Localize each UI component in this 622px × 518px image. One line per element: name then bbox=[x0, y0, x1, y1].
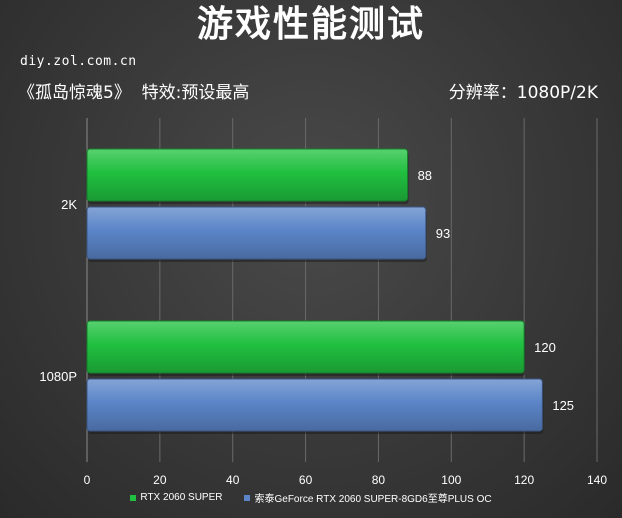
x-tick-label-4: 80 bbox=[372, 473, 386, 487]
resolution-setting: 分辨率：1080P/2K bbox=[448, 83, 598, 103]
game-and-effect: 《孤岛惊魂5》 特效:预设最高 bbox=[18, 78, 249, 103]
x-tick-label-6: 120 bbox=[514, 473, 534, 487]
data-label-1080P-series-1: 120 bbox=[534, 340, 556, 355]
legend-label-series-1: RTX 2060 SUPER bbox=[140, 492, 223, 503]
legend-swatch-green bbox=[130, 494, 137, 501]
game-name: 《孤岛惊魂5》 bbox=[18, 83, 131, 103]
category-label-0: 2K bbox=[61, 197, 77, 212]
chart-title: 游戏性能测试 bbox=[196, 4, 425, 45]
legend-label-series-2: 索泰GeForce RTX 2060 SUPER-8GD6至尊PLUS OC bbox=[254, 494, 492, 505]
data-label-2K-series-1: 88 bbox=[418, 168, 432, 183]
source-url: diy.zol.com.cn bbox=[20, 54, 137, 69]
data-label-1080P-series-2: 125 bbox=[552, 398, 574, 413]
legend-swatch-blue bbox=[244, 494, 251, 501]
bar-2K-series-2 bbox=[86, 206, 427, 260]
legend-item-series-2: 索泰GeForce RTX 2060 SUPER-8GD6至尊PLUS OC bbox=[244, 490, 492, 505]
x-tick-label-7: 140 bbox=[587, 473, 607, 487]
category-label-1: 1080P bbox=[39, 369, 77, 384]
bar-1080P-series-2 bbox=[86, 378, 543, 432]
effect-setting: 特效:预设最高 bbox=[141, 83, 250, 103]
legend-item-series-1: RTX 2060 SUPER bbox=[130, 490, 222, 505]
x-tick-label-3: 60 bbox=[299, 473, 313, 487]
data-label-2K-series-2: 93 bbox=[436, 226, 450, 241]
x-tick-label-1: 20 bbox=[153, 473, 167, 487]
legend: RTX 2060 SUPER 索泰GeForce RTX 2060 SUPER-… bbox=[0, 490, 622, 505]
bar-2K-series-1 bbox=[86, 148, 409, 202]
x-tick-label-5: 100 bbox=[441, 473, 461, 487]
x-tick-label-0: 0 bbox=[84, 473, 91, 487]
x-tick-label-2: 40 bbox=[226, 473, 240, 487]
bar-1080P-series-1 bbox=[86, 320, 525, 374]
